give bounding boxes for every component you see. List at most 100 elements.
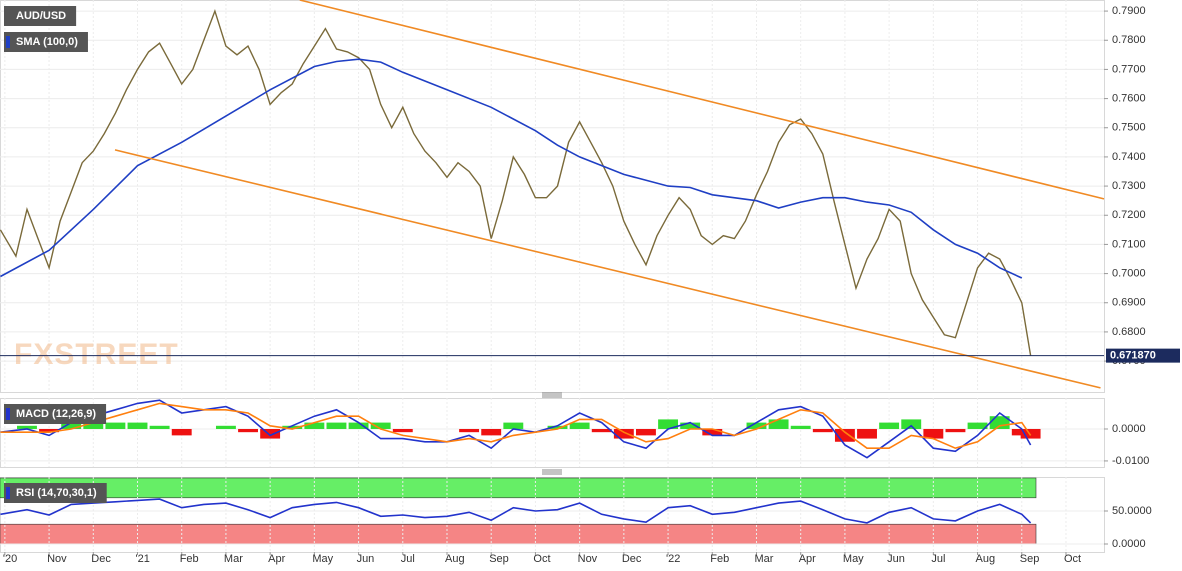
histogram-bar (326, 422, 347, 429)
watermark: FXSTREET (14, 338, 179, 371)
x-tick-label: Apr (799, 553, 816, 565)
x-tick-label: '21 (136, 553, 150, 565)
legend-swatch (6, 408, 10, 420)
histogram-bar (260, 428, 281, 439)
histogram-bar (857, 428, 877, 439)
histogram-bar (149, 425, 170, 429)
histogram-bar (923, 428, 944, 439)
x-tick-label: '20 (3, 553, 17, 565)
x-tick-label: Feb (180, 553, 199, 565)
legend-box (4, 404, 107, 424)
x-tick-label: Aug (976, 553, 996, 565)
histogram-bar (459, 428, 480, 433)
x-tick-label: Nov (47, 553, 67, 565)
histogram-bar (348, 422, 369, 429)
y-tick-label: 0.6900 (1112, 297, 1146, 309)
legend-swatch (6, 487, 10, 499)
x-tick-label: Mar (224, 553, 243, 565)
y-tick-label: 0.7000 (1112, 267, 1146, 279)
y-tick-label: 50.0000 (1112, 505, 1152, 517)
x-tick-label: Aug (445, 553, 465, 565)
x-tick-label: Oct (1064, 553, 1081, 565)
rsi-zone (0, 523, 1037, 545)
histogram-bar (658, 419, 679, 429)
histogram-bar (282, 425, 303, 429)
x-tick-label: Jun (887, 553, 905, 565)
histogram-bar (503, 422, 524, 429)
histogram-bar (238, 428, 258, 433)
legend-label: MACD (12,26,9) (16, 408, 96, 420)
x-tick-label: May (312, 553, 333, 565)
histogram-bar (636, 428, 656, 436)
histogram-bar (1020, 428, 1041, 439)
histogram-bar (61, 422, 82, 429)
rsi-zone (0, 477, 1037, 499)
histogram-bar (613, 428, 634, 439)
histogram-bar (569, 422, 590, 429)
histogram-bar (680, 422, 701, 429)
panel-resize-handle (542, 469, 562, 475)
x-tick-label: Mar (754, 553, 773, 565)
legend-box (4, 483, 107, 503)
x-tick-label: Jul (931, 553, 945, 565)
histogram-bar (547, 425, 568, 429)
y-tick-label: 0.7500 (1112, 122, 1146, 134)
series-line (0, 498, 1032, 524)
histogram-bar (171, 428, 192, 436)
y-tick-label: 0.6800 (1112, 326, 1146, 338)
x-tick-label: Apr (268, 553, 285, 565)
histogram-bar (17, 425, 37, 429)
y-tick-label: 0.7400 (1112, 151, 1146, 163)
legend-label: AUD/USD (16, 10, 66, 22)
histogram-bar (481, 428, 502, 436)
x-tick-label: Nov (578, 553, 598, 565)
legend-swatch (6, 36, 10, 48)
series-line (0, 8, 1032, 356)
histogram-bar (790, 425, 811, 429)
x-tick-label: Dec (91, 553, 111, 565)
legend-box (4, 32, 88, 52)
y-tick-label: 0.7800 (1112, 34, 1146, 46)
histogram-bar (812, 428, 833, 433)
x-tick-label: Oct (533, 553, 550, 565)
series-line (114, 149, 1101, 389)
y-tick-label: 0.7200 (1112, 209, 1146, 221)
histogram-bar (945, 428, 966, 433)
y-tick-label: 0.7600 (1112, 92, 1146, 104)
histogram-bar (879, 422, 900, 429)
y-tick-label: 0.7700 (1112, 63, 1146, 75)
histogram-bar (746, 422, 767, 429)
x-tick-label: Dec (622, 553, 642, 565)
histogram-bar (901, 419, 922, 429)
y-tick-label: 0.7100 (1112, 238, 1146, 250)
histogram-bar (127, 422, 148, 429)
x-tick-label: Sep (489, 553, 509, 565)
legend-label: RSI (14,70,30,1) (16, 487, 97, 499)
x-tick-label: Jun (357, 553, 375, 565)
histogram-bar (39, 428, 60, 433)
series-line (0, 399, 1032, 459)
current-price-box (1106, 348, 1180, 363)
panel-frame (0, 477, 1105, 553)
x-tick-label: May (843, 553, 864, 565)
legend-label: SMA (100,0) (16, 36, 78, 48)
histogram-bar (768, 419, 789, 429)
series-line (299, 0, 1105, 200)
legend-box (4, 6, 77, 26)
histogram-bar (215, 425, 236, 429)
histogram-bar (591, 428, 612, 433)
histogram-bar (83, 422, 104, 429)
series-line (0, 402, 1032, 450)
y-tick-label: 0.7900 (1112, 5, 1146, 17)
x-tick-label: Sep (1020, 553, 1040, 565)
y-tick-label: -0.0100 (1112, 455, 1149, 467)
histogram-bar (702, 428, 723, 436)
x-tick-label: Jul (401, 553, 415, 565)
panel-resize-handle (542, 392, 562, 398)
y-tick-label: 0.0000 (1112, 538, 1146, 550)
histogram-bar (105, 422, 126, 429)
histogram-bar (304, 422, 325, 429)
